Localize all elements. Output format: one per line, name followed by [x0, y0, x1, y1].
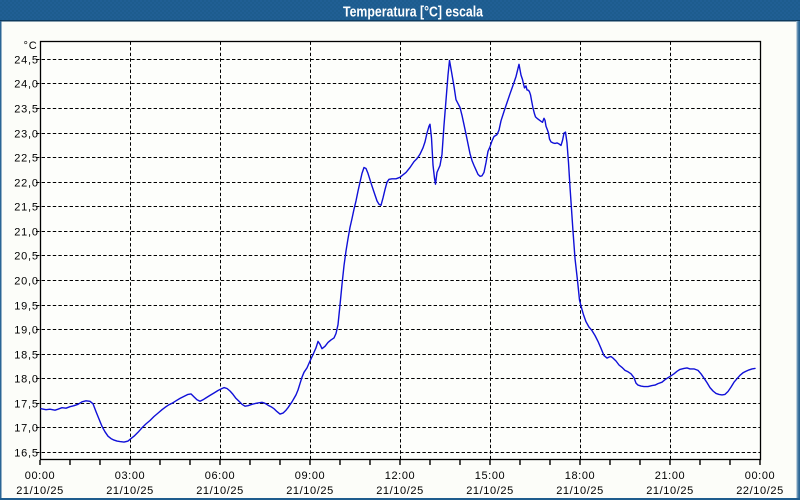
svg-text:21/10/25: 21/10/25: [376, 485, 424, 497]
svg-text:21/10/25: 21/10/25: [16, 485, 64, 497]
svg-text:03:00: 03:00: [115, 470, 146, 482]
svg-text:17,5: 17,5: [14, 399, 39, 411]
svg-text:15:00: 15:00: [475, 470, 506, 482]
svg-text:00:00: 00:00: [745, 470, 776, 482]
svg-text:22,0: 22,0: [14, 178, 39, 190]
svg-text:21/10/25: 21/10/25: [466, 485, 514, 497]
svg-text:20,0: 20,0: [14, 276, 39, 288]
svg-text:Temperatura [°C] escala: Temperatura [°C] escala: [343, 5, 484, 21]
svg-text:22,5: 22,5: [14, 153, 39, 165]
svg-text:20,5: 20,5: [14, 251, 39, 263]
svg-text:21/10/25: 21/10/25: [646, 485, 694, 497]
svg-text:09:00: 09:00: [295, 470, 326, 482]
svg-text:06:00: 06:00: [205, 470, 236, 482]
svg-text:23,0: 23,0: [14, 129, 39, 141]
svg-text:17,0: 17,0: [14, 423, 39, 435]
svg-text:19,5: 19,5: [14, 301, 39, 313]
svg-text:21/10/25: 21/10/25: [556, 485, 604, 497]
svg-text:°C: °C: [24, 40, 38, 52]
svg-text:21,5: 21,5: [14, 202, 39, 214]
svg-text:12:00: 12:00: [385, 470, 416, 482]
svg-text:24,5: 24,5: [14, 55, 39, 67]
svg-text:24,0: 24,0: [14, 79, 39, 91]
svg-text:18,0: 18,0: [14, 374, 39, 386]
svg-text:23,5: 23,5: [14, 104, 39, 116]
svg-text:21/10/25: 21/10/25: [286, 485, 334, 497]
svg-text:21,0: 21,0: [14, 227, 39, 239]
svg-text:21/10/25: 21/10/25: [196, 485, 244, 497]
svg-text:18:00: 18:00: [565, 470, 596, 482]
svg-text:19,0: 19,0: [14, 325, 39, 337]
svg-text:22/10/25: 22/10/25: [736, 485, 784, 497]
svg-text:00:00: 00:00: [25, 470, 56, 482]
svg-text:21/10/25: 21/10/25: [106, 485, 154, 497]
svg-text:18,5: 18,5: [14, 350, 39, 362]
svg-text:16,5: 16,5: [14, 448, 39, 460]
svg-text:21:00: 21:00: [655, 470, 686, 482]
